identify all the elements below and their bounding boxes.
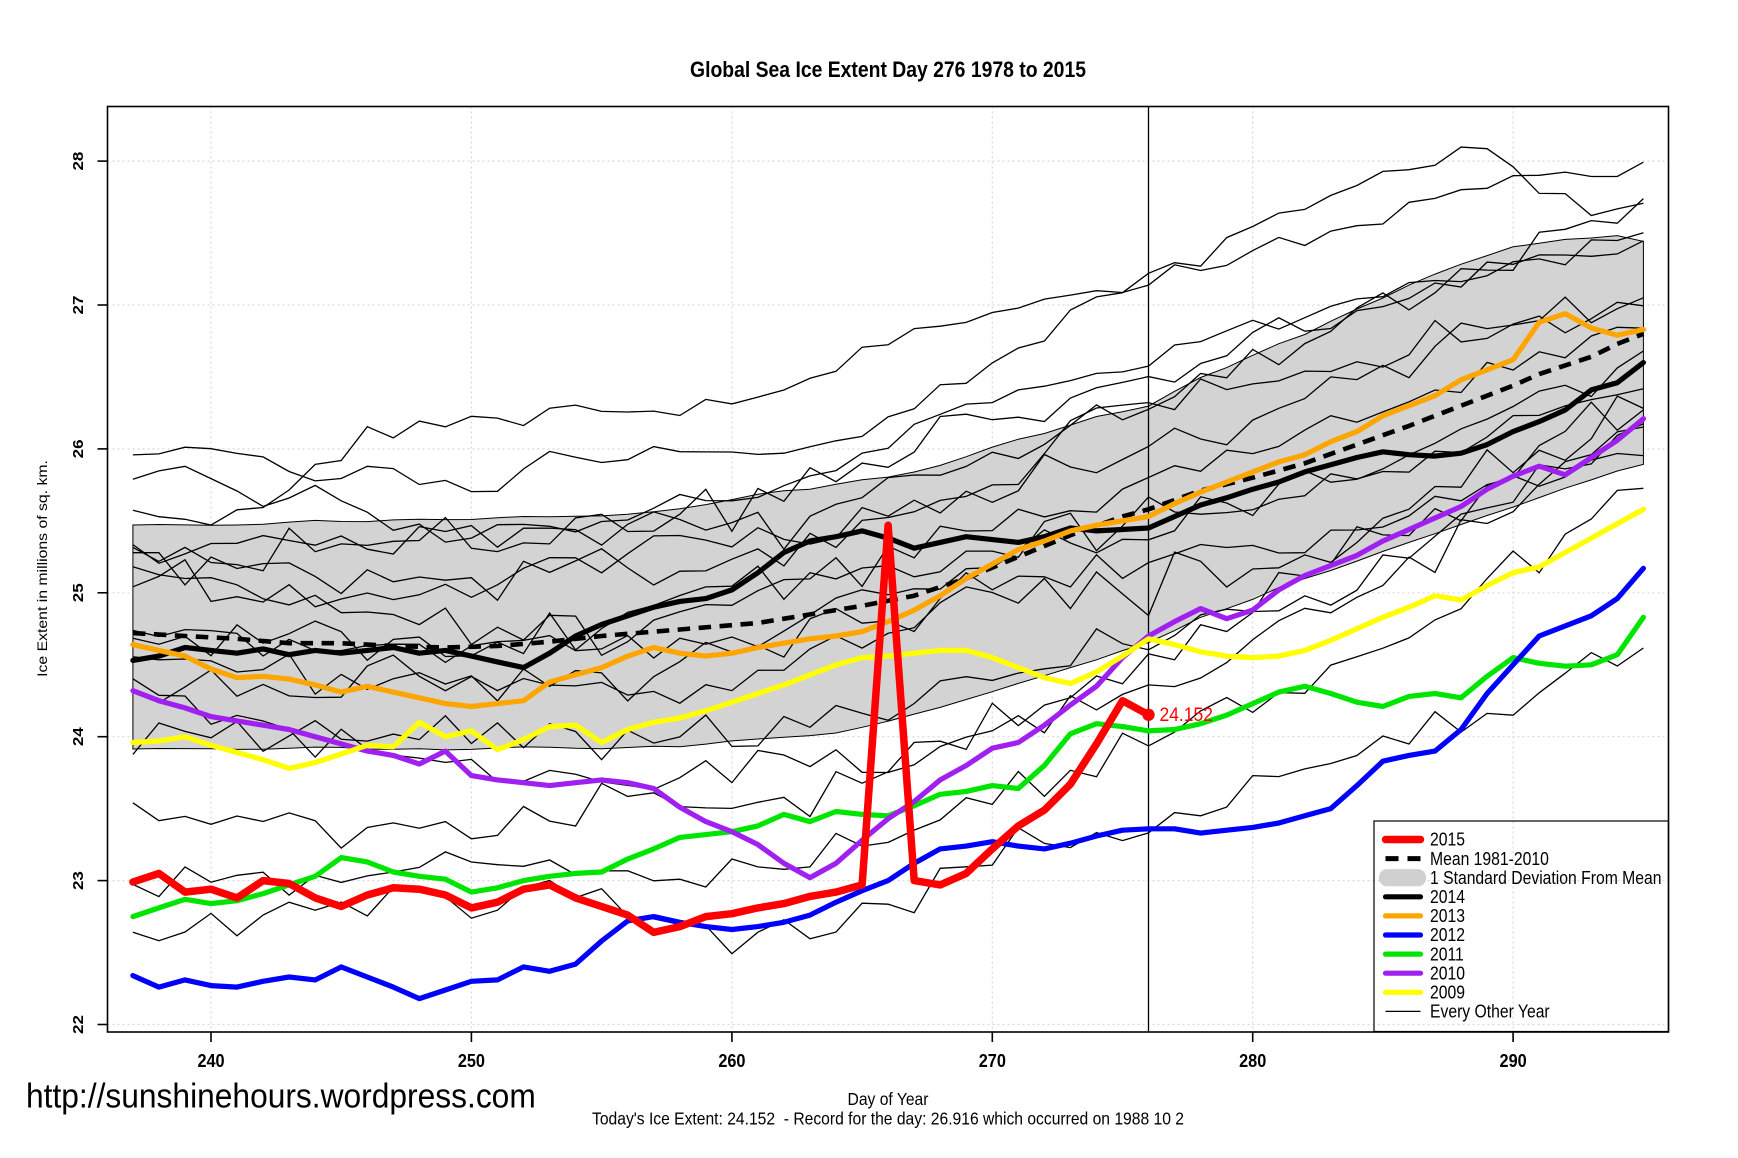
svg-text:2013: 2013 bbox=[1430, 905, 1465, 927]
svg-text:26: 26 bbox=[71, 439, 87, 458]
svg-text:22: 22 bbox=[71, 1015, 87, 1034]
svg-text:2012: 2012 bbox=[1430, 924, 1465, 946]
svg-text:250: 250 bbox=[458, 1050, 485, 1071]
svg-text:28: 28 bbox=[71, 152, 87, 171]
svg-text:Mean 1981-2010: Mean 1981-2010 bbox=[1430, 848, 1549, 870]
svg-text:260: 260 bbox=[718, 1050, 745, 1071]
svg-text:Day of Year: Day of Year bbox=[848, 1089, 929, 1109]
svg-text:http://sunshinehours.wordpress: http://sunshinehours.wordpress.com bbox=[26, 1076, 536, 1114]
svg-text:Every Other Year: Every Other Year bbox=[1430, 1000, 1550, 1022]
svg-text:2009: 2009 bbox=[1430, 981, 1465, 1003]
svg-text:2015: 2015 bbox=[1430, 828, 1465, 850]
svg-text:2010: 2010 bbox=[1430, 962, 1465, 984]
svg-text:24: 24 bbox=[71, 727, 87, 746]
svg-text:240: 240 bbox=[197, 1050, 224, 1071]
svg-text:24.152: 24.152 bbox=[1160, 703, 1213, 725]
svg-text:Ice Extent in millions of sq.: Ice Extent in millions of sq. km. bbox=[36, 460, 51, 677]
svg-text:Global Sea Ice Extent Day 276: Global Sea Ice Extent Day 276 1978 to 20… bbox=[690, 58, 1086, 82]
svg-text:Today's Ice Extent: 24.152 -: Today's Ice Extent: 24.152 - Record for … bbox=[592, 1108, 1184, 1128]
svg-text:2014: 2014 bbox=[1430, 886, 1465, 908]
svg-text:2011: 2011 bbox=[1430, 943, 1464, 965]
svg-text:27: 27 bbox=[71, 295, 87, 314]
svg-text:1 Standard Deviation From Mean: 1 Standard Deviation From Mean bbox=[1430, 867, 1661, 889]
svg-text:270: 270 bbox=[979, 1050, 1006, 1071]
svg-text:290: 290 bbox=[1500, 1050, 1527, 1071]
svg-text:23: 23 bbox=[71, 871, 87, 890]
svg-text:280: 280 bbox=[1239, 1050, 1266, 1071]
svg-text:25: 25 bbox=[71, 583, 87, 602]
